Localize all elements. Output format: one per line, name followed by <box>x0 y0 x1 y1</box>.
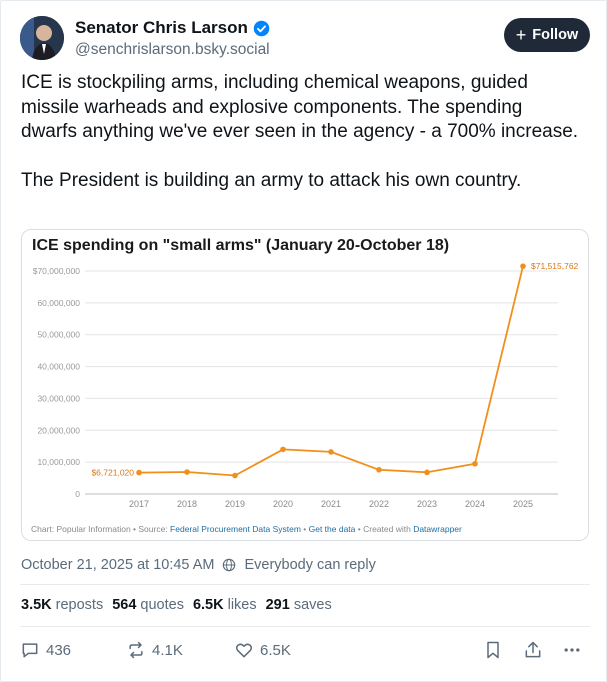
chart-title: ICE spending on "small arms" (January 20… <box>32 237 450 254</box>
x-tick-label: 2025 <box>513 499 533 509</box>
post-timestamp[interactable]: October 21, 2025 at 10:45 AM <box>21 557 215 573</box>
saves-count: 291 <box>265 597 290 613</box>
post-text: ICE is stockpiling arms, including chemi… <box>21 71 581 194</box>
data-point <box>424 469 430 476</box>
embedded-chart-image[interactable]: $70,000,000 60,000,000 50,000,000 40,000,00… <box>21 229 589 541</box>
likes-count: 6.5K <box>192 597 224 613</box>
chart-credit: Chart: Popular Information • Source: <box>31 524 171 534</box>
y-tick-label: 40,000,000 <box>37 362 80 372</box>
y-tick-label: $70,000,000 <box>33 266 81 276</box>
x-tick-label: 2021 <box>321 499 341 509</box>
post-paragraph: The President is building an army to att… <box>21 170 522 191</box>
x-tick-label: 2023 <box>417 499 437 509</box>
x-tick-label: 2018 <box>177 499 197 509</box>
quotes-label: quotes <box>140 597 184 613</box>
y-tick-label: 0 <box>75 489 80 499</box>
follow-button[interactable]: + Follow <box>504 18 590 52</box>
datawrapper-link[interactable]: Datawrapper <box>413 524 462 534</box>
data-label-last: $71,515,762 <box>531 261 579 271</box>
y-tick-label: 60,000,000 <box>37 298 80 308</box>
reposts-label: reposts <box>55 597 104 613</box>
follow-label: Follow <box>532 27 579 43</box>
data-point <box>472 460 478 467</box>
avatar-image <box>20 16 64 60</box>
likes-label: likes <box>227 597 257 613</box>
author-name[interactable]: Senator Chris Larson <box>75 18 248 37</box>
source-link[interactable]: Federal Procurement Data System <box>170 524 301 534</box>
author-handle[interactable]: @senchrislarson.bsky.social <box>75 41 270 58</box>
author-name-line: Senator Chris Larson <box>75 18 270 38</box>
y-tick-label: 10,000,000 <box>37 457 80 467</box>
x-tick-label: 2017 <box>129 499 149 509</box>
x-tick-label: 2020 <box>273 499 293 509</box>
get-data-link[interactable]: Get the data <box>308 524 356 534</box>
series-line <box>138 265 524 477</box>
data-point <box>280 446 286 453</box>
plus-icon: + <box>515 25 527 45</box>
bookmark-icon[interactable] <box>483 640 503 660</box>
divider <box>20 584 590 585</box>
quotes-count: 564 <box>112 597 137 613</box>
more-icon[interactable] <box>562 640 582 660</box>
footer-separator: • <box>300 524 309 534</box>
y-tick-label: 20,000,000 <box>37 425 80 435</box>
divider <box>20 626 590 627</box>
reply-count: 436 <box>46 641 72 659</box>
quotes-stat[interactable]: 564 quotes <box>112 597 184 613</box>
data-label-first: $6,721,020 <box>91 468 134 478</box>
post-paragraph: ICE is stockpiling arms, including chemi… <box>21 72 579 142</box>
data-point <box>328 449 334 455</box>
data-point <box>136 469 142 476</box>
line-chart: $70,000,000 60,000,000 50,000,000 40,000,00… <box>33 261 579 509</box>
heart-icon <box>235 643 253 658</box>
reposts-stat[interactable]: 3.5K reposts <box>21 597 103 613</box>
saves-label: saves <box>293 597 332 613</box>
repost-count: 4.1K <box>152 641 183 659</box>
reply-setting[interactable]: Everybody can reply <box>244 557 376 573</box>
post-meta: October 21, 2025 at 10:45 AM Everybody c… <box>21 557 376 573</box>
engagement-stats: 3.5K reposts 564 quotes 6.5K likes 291 saves <box>21 597 332 613</box>
saves-stat[interactable]: 291 saves <box>266 597 332 613</box>
data-point <box>520 263 526 269</box>
repost-icon <box>129 641 143 659</box>
action-bar: 436 4.1K 6.5K <box>20 640 590 662</box>
post-header: Senator Chris Larson @senchrislarson.bsk… <box>20 16 590 64</box>
data-point <box>184 469 190 475</box>
like-count: 6.5K <box>260 641 291 659</box>
like-button[interactable]: 6.5K <box>234 640 291 660</box>
x-tick-label: 2019 <box>225 499 245 509</box>
reposts-count: 3.5K <box>21 597 52 613</box>
repost-button[interactable]: 4.1K <box>126 640 183 660</box>
reply-button[interactable]: 436 <box>20 640 71 660</box>
globe-icon <box>223 558 236 572</box>
comment-icon <box>22 643 38 658</box>
data-point <box>376 466 382 473</box>
y-tick-label: 50,000,000 <box>37 330 80 340</box>
x-tick-label: 2024 <box>465 499 485 509</box>
chart-footer: Chart: Popular Information • Source: Fed… <box>31 524 462 534</box>
y-tick-label: 30,000,000 <box>37 393 80 403</box>
verified-badge-icon <box>253 20 270 36</box>
x-tick-label: 2022 <box>369 499 389 509</box>
likes-stat[interactable]: 6.5K likes <box>193 597 257 613</box>
data-point <box>232 472 238 479</box>
created-with: • Created with <box>355 524 414 534</box>
avatar[interactable] <box>20 16 64 60</box>
share-icon[interactable] <box>523 640 543 660</box>
